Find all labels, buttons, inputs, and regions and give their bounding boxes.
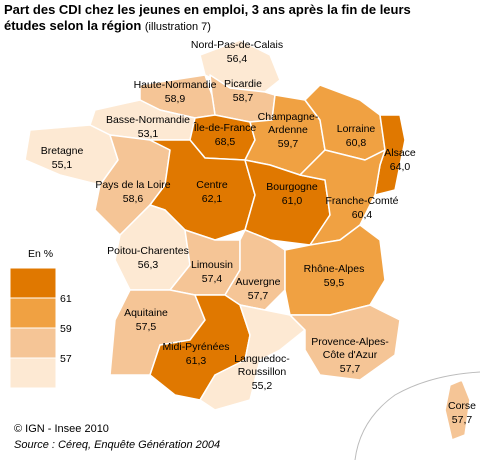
region-name: Picardie	[224, 78, 262, 90]
region-value: 60,8	[346, 137, 367, 149]
region-name: Centre	[196, 179, 228, 191]
region-name: Roussillon	[238, 366, 287, 378]
legend-label: 61	[60, 293, 72, 305]
region	[224, 229, 286, 311]
legend-label: 59	[60, 323, 72, 335]
region-value: 59,7	[278, 138, 299, 150]
subtitle-text: études selon la région	[4, 18, 141, 33]
region-name: Midi-Pyrénées	[162, 341, 229, 353]
legend-swatch	[9, 327, 57, 359]
region-value: 58,6	[123, 193, 144, 205]
region-name: Provence-Alpes-	[311, 336, 389, 348]
region-value: 61,0	[282, 195, 303, 207]
region-name: Nord-Pas-de-Calais	[191, 39, 283, 51]
region-value: 57,7	[340, 363, 361, 375]
region-name: Basse-Normandie	[106, 114, 190, 126]
region-value: 60,4	[352, 209, 373, 221]
region-name: Limousin	[191, 259, 233, 271]
source: Source : Céreq, Enquête Génération 2004	[14, 439, 220, 451]
region-name: Île-de-France	[193, 121, 257, 134]
region-value: 55,1	[52, 159, 73, 171]
region-name: Poitou-Charentes	[107, 245, 189, 257]
legend-swatch	[9, 357, 57, 389]
region-value: 58,7	[233, 92, 254, 104]
legend-title: En %	[28, 248, 53, 260]
region-value: 68,5	[215, 136, 236, 148]
region-name: Rhône-Alpes	[304, 263, 365, 275]
region-name: Lorraine	[337, 123, 376, 135]
region-name: Pays de la Loire	[95, 179, 170, 191]
title: Part des CDI chez les jeunes en emploi, …	[4, 2, 411, 17]
region-value: 57,4	[202, 273, 223, 285]
region-value: 57,7	[452, 414, 473, 426]
region-name: Champagne-	[258, 111, 319, 123]
region-value: 58,9	[165, 93, 186, 105]
region-value: 53,1	[138, 128, 159, 140]
map: Nord-Pas-de-Calais 56,4 Picardie 58,7 Haute-…	[24, 39, 476, 441]
region-value: 56,3	[138, 259, 159, 271]
region-value: 56,4	[227, 53, 248, 65]
region	[444, 379, 471, 441]
region-value: 57,7	[248, 290, 269, 302]
region-name: Corse	[448, 400, 476, 412]
subtitle: études selon la région (illustration 7)	[4, 18, 211, 33]
region-value: 62,1	[202, 193, 223, 205]
region-name: Languedoc-	[234, 353, 290, 365]
region-value: 57,5	[136, 321, 157, 333]
region-name: Haute-Normandie	[134, 79, 217, 91]
region	[199, 39, 281, 93]
legend-label: 57	[60, 353, 72, 365]
legend-swatch	[9, 267, 57, 299]
region	[289, 304, 401, 381]
sea-border	[354, 371, 480, 460]
region-value: 64,0	[390, 161, 411, 173]
region	[284, 224, 386, 316]
region-name: Alsace	[384, 147, 416, 159]
region-name: Bourgogne	[266, 181, 318, 193]
region-name: Côte d'Azur	[323, 349, 378, 361]
region-value: 59,5	[324, 277, 345, 289]
region-name: Ardenne	[268, 124, 308, 136]
legend-swatch	[9, 297, 57, 329]
region-name: Auvergne	[236, 276, 281, 288]
region-name: Bretagne	[41, 145, 84, 157]
legend: En % 61 59 57	[9, 248, 72, 389]
credit: © IGN - Insee 2010	[14, 423, 109, 435]
note: (illustration 7)	[145, 21, 211, 33]
region-name: Aquitaine	[124, 307, 168, 319]
region-value: 55,2	[252, 380, 273, 392]
region-value: 61,3	[186, 355, 207, 367]
region-name: Franche-Comté	[326, 195, 399, 207]
